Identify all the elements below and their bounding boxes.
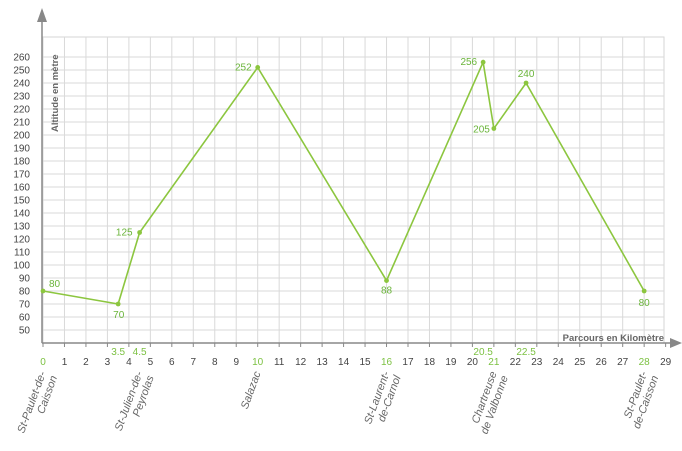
x-tick-label: 2 [83, 357, 89, 368]
x-tick-label: 12 [295, 357, 307, 368]
x-tick-label: 25 [574, 357, 586, 368]
data-point [40, 288, 46, 294]
y-tick-label: 190 [13, 144, 30, 155]
data-point [115, 301, 121, 307]
x-tick-label: 0 [40, 357, 46, 368]
x-tick-label: 3 [105, 357, 111, 368]
plot-area [41, 36, 665, 344]
x-tick-label: 27 [617, 357, 629, 368]
altitude-series [40, 59, 647, 307]
y-tick-label: 100 [13, 261, 30, 272]
place-label: St-Paulet-de-Caisson [622, 370, 661, 431]
x-axis-title: Parcours en Kilomètre [563, 333, 664, 344]
data-label: 70 [113, 310, 125, 321]
x-extra-label: 22.5 [516, 347, 536, 358]
x-tick-label: 28 [639, 357, 651, 368]
x-extra-label: 4.5 [133, 347, 147, 358]
x-tick-label: 11 [274, 357, 285, 368]
x-extra-label-bg [518, 346, 535, 357]
data-label: 80 [49, 279, 61, 290]
y-tick-label: 220 [13, 105, 30, 116]
x-tick-label: 16 [381, 357, 393, 368]
x-tick-labels: 0 1 2 3 4 5 6 7 8 9 10 11 12 13 14 15 16 17 18 19 20 21 22 23 24… [40, 357, 671, 368]
x-tick-label: 20 [467, 357, 479, 368]
x-tick-label: 21 [488, 357, 500, 368]
data-point [641, 288, 647, 294]
x-tick-label: 9 [233, 357, 239, 368]
x-extra-label-bg [110, 346, 127, 357]
data-label: 80 [639, 298, 651, 309]
data-label: 240 [518, 69, 535, 80]
y-tick-label: 130 [13, 222, 30, 233]
y-tick-label: 250 [13, 66, 30, 77]
x-tick-label: 15 [359, 357, 371, 368]
x-tick-label: 7 [191, 357, 197, 368]
x-tick-label: 1 [62, 357, 68, 368]
x-tick-label: 29 [660, 357, 672, 368]
x-tick-label: 5 [148, 357, 154, 368]
x-extra-label-bg [131, 346, 148, 357]
data-point [491, 126, 497, 131]
x-tick-label: 17 [402, 357, 414, 368]
x-tick-label: 10 [252, 357, 264, 368]
x-extra-label: 3.5 [111, 347, 125, 358]
data-label: 252 [235, 62, 252, 73]
place-label: St-Paulet-de-Caisson [15, 370, 60, 435]
data-point [523, 80, 529, 86]
x-tick-label: 23 [531, 357, 543, 368]
x-tick-label: 24 [553, 357, 565, 368]
grid-lines [41, 36, 665, 344]
data-point [384, 278, 389, 283]
x-extra-label-bg [475, 346, 492, 357]
data-label: 125 [116, 228, 133, 239]
data-point [480, 59, 486, 65]
y-tick-label: 260 [13, 53, 30, 64]
y-axis-title: Altitude en mètre [50, 54, 61, 132]
y-tick-label: 60 [19, 313, 31, 324]
place-label: Salazac [239, 369, 264, 410]
y-tick-label: 150 [13, 196, 30, 207]
y-tick-label: 210 [13, 118, 30, 129]
y-tick-label: 120 [13, 235, 30, 246]
place-label: St-Laurent-de-Carnol [362, 370, 404, 426]
x-axis-arrow [670, 338, 682, 348]
y-tick-label: 50 [19, 326, 31, 337]
y-tick-label: 70 [19, 300, 31, 311]
y-tick-label: 140 [13, 209, 30, 220]
x-tick-label: 18 [424, 357, 436, 368]
y-tick-label: 200 [13, 131, 30, 142]
x-extra-label: 20.5 [473, 347, 493, 358]
x-tick-label: 19 [445, 357, 457, 368]
x-tick-label: 4 [126, 357, 132, 368]
data-point [255, 65, 261, 70]
y-tick-label: 110 [14, 248, 30, 259]
y-tick-label: 80 [19, 287, 31, 298]
y-axis-arrow [37, 8, 47, 22]
y-tick-label: 160 [13, 183, 30, 194]
x-tick-label: 26 [596, 357, 608, 368]
place-labels: St-Paulet-de-Caisson St-Julien-de-Peyrola… [15, 369, 661, 436]
x-tick-label: 8 [212, 357, 218, 368]
x-tick-label: 6 [169, 357, 175, 368]
data-labels: 80 70 125 252 88 256 205 240 80 [49, 57, 650, 321]
x-tick-label: 22 [510, 357, 522, 368]
data-point [137, 230, 143, 235]
y-tick-label: 170 [13, 170, 30, 181]
x-extra-labels: 3.5 4.5 20.5 22.5 [110, 346, 536, 358]
x-tick-label: 13 [317, 357, 329, 368]
data-label: 205 [473, 125, 490, 136]
place-label-line: Salazac [239, 369, 264, 410]
y-tick-label: 180 [13, 157, 30, 168]
data-label: 256 [460, 57, 477, 68]
y-tick-labels: 50 60 70 80 90 100 110 120 130 140 150 160 170 180 190… [13, 53, 30, 337]
x-tick-label: 14 [338, 357, 350, 368]
data-label: 88 [381, 286, 393, 297]
y-tick-label: 230 [13, 92, 30, 103]
y-tick-label: 240 [13, 79, 30, 90]
place-label: St-Julien-de-Peyrolas [113, 370, 157, 433]
y-tick-label: 90 [19, 274, 31, 285]
